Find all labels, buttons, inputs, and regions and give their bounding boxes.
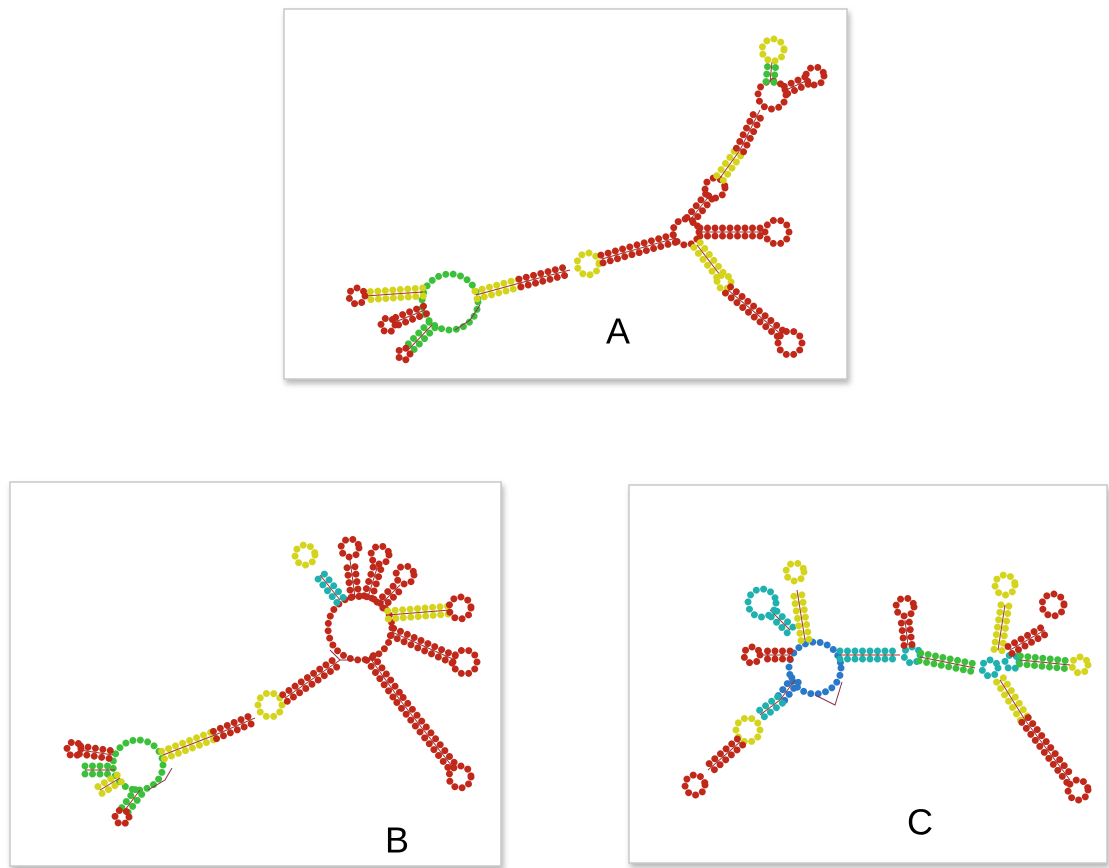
panel-label: C: [907, 802, 933, 843]
panel-c-frame: [629, 485, 1107, 863]
panel-label: A: [606, 311, 630, 352]
stem-strand: [774, 62, 776, 82]
panel-b-frame: [10, 482, 501, 866]
page: A B C (() => { const data = JSON.parse(d…: [0, 0, 1109, 868]
stem-strand: [766, 62, 768, 82]
panel-label: B: [385, 820, 409, 861]
figure: A B C: [0, 0, 1109, 868]
